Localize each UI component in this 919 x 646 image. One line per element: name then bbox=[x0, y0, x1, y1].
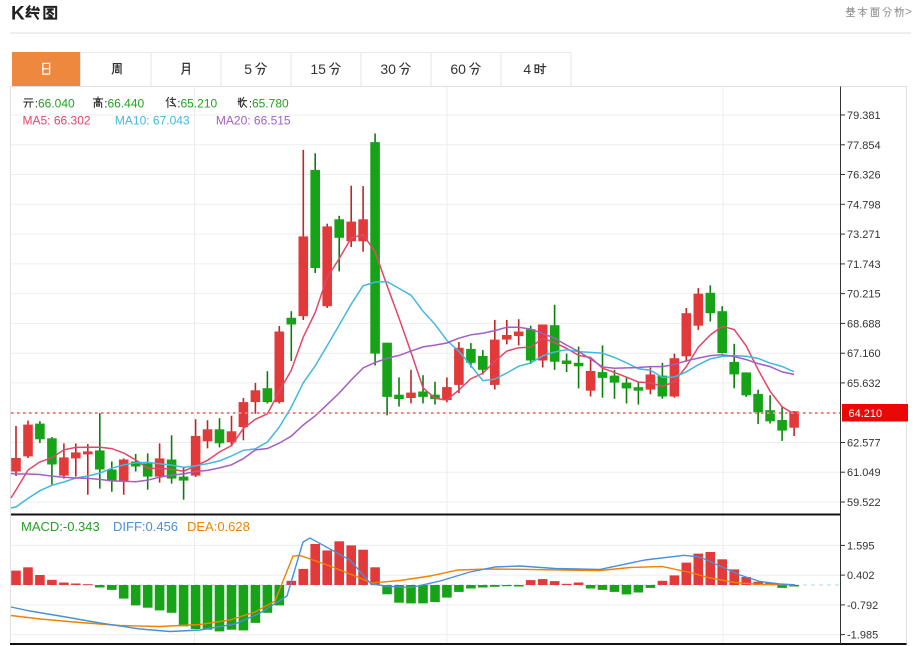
svg-text:66.040: 66.040 bbox=[38, 97, 75, 111]
svg-text:67.160: 67.160 bbox=[847, 348, 881, 360]
svg-text:DIFF:0.456: DIFF:0.456 bbox=[113, 519, 178, 534]
svg-text:77.854: 77.854 bbox=[847, 140, 881, 152]
svg-text:30: 30 bbox=[380, 61, 396, 77]
svg-text:MA20: 66.515: MA20: 66.515 bbox=[216, 114, 291, 128]
svg-text:74.798: 74.798 bbox=[847, 199, 881, 211]
svg-text:K: K bbox=[11, 4, 25, 25]
svg-text:68.688: 68.688 bbox=[847, 318, 881, 330]
svg-text:59.522: 59.522 bbox=[847, 497, 881, 509]
svg-text::: : bbox=[249, 97, 252, 111]
svg-text:1.595: 1.595 bbox=[847, 540, 875, 552]
svg-text::: : bbox=[177, 97, 180, 111]
svg-text:73.271: 73.271 bbox=[847, 229, 881, 241]
svg-text:66.440: 66.440 bbox=[108, 97, 145, 111]
svg-text:DEA:0.628: DEA:0.628 bbox=[187, 519, 250, 534]
svg-text:MA5: 66.302: MA5: 66.302 bbox=[23, 114, 91, 128]
svg-text:MACD:-0.343: MACD:-0.343 bbox=[21, 519, 100, 534]
svg-text:65.210: 65.210 bbox=[181, 97, 218, 111]
svg-text:76.326: 76.326 bbox=[847, 170, 881, 182]
svg-text:0.402: 0.402 bbox=[847, 570, 875, 582]
svg-text:>: > bbox=[905, 5, 912, 19]
svg-text:61.049: 61.049 bbox=[847, 467, 881, 479]
svg-text:MA10: 67.043: MA10: 67.043 bbox=[115, 114, 190, 128]
svg-text:79.381: 79.381 bbox=[847, 110, 881, 122]
svg-text:60: 60 bbox=[450, 61, 466, 77]
svg-text:-0.792: -0.792 bbox=[847, 600, 878, 612]
svg-text:15: 15 bbox=[310, 61, 326, 77]
svg-text:70.215: 70.215 bbox=[847, 289, 881, 301]
svg-text:64.210: 64.210 bbox=[849, 408, 883, 420]
svg-text:4: 4 bbox=[523, 61, 531, 77]
svg-text::: : bbox=[35, 97, 38, 111]
svg-text:62.577: 62.577 bbox=[847, 438, 881, 450]
svg-text:65.780: 65.780 bbox=[252, 97, 289, 111]
svg-text::: : bbox=[104, 97, 107, 111]
svg-text:5: 5 bbox=[244, 61, 252, 77]
svg-text:-1.985: -1.985 bbox=[847, 630, 878, 642]
svg-text:65.632: 65.632 bbox=[847, 378, 881, 390]
svg-text:71.743: 71.743 bbox=[847, 259, 881, 271]
